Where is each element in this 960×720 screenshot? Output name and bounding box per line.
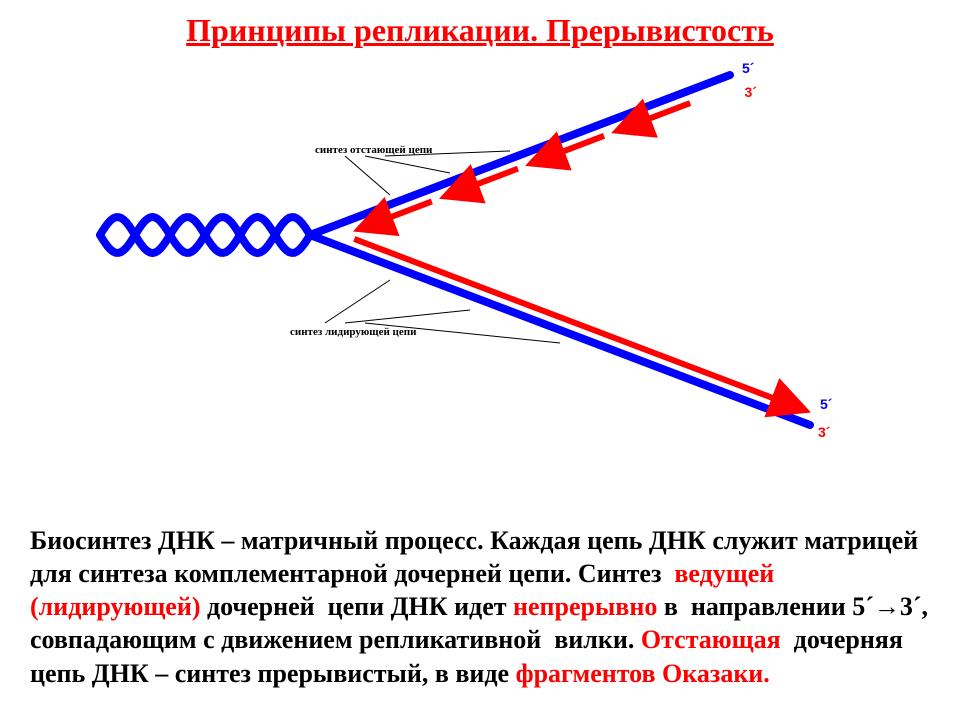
- body-paragraph: Биосинтез ДНК – матричный процесс. Кажда…: [30, 524, 930, 690]
- leading-strand: [354, 239, 799, 408]
- slide: Принципы репликации. Прерывистость 5´3´5…: [0, 0, 960, 720]
- end-label-3prime-bottom: 3´: [818, 424, 831, 440]
- page-title: Принципы репликации. Прерывистость: [0, 12, 960, 49]
- body-run-2: дочерней цепи ДНК идет: [200, 592, 513, 621]
- diagram-svg: 5´3´5´3´синтез отстающей цеписинтез лиди…: [90, 55, 870, 435]
- replication-fork-diagram: 5´3´5´3´синтез отстающей цеписинтез лиди…: [90, 55, 870, 435]
- end-label-5prime-bottom: 5´: [820, 396, 833, 412]
- end-label-5prime-top: 5´: [742, 60, 755, 76]
- pointer-line: [345, 310, 470, 323]
- end-label-3prime-top: 3´: [745, 84, 758, 100]
- body-run-3: непрерывно: [513, 592, 657, 621]
- pointer-line: [325, 280, 390, 323]
- pointer-line: [345, 156, 390, 195]
- diagram-content: 5´ 3´ 5´ 3´ синтез отстающей цепи синтез лиди…: [100, 60, 833, 440]
- label-leading: синтез лидирующей цепи: [290, 326, 417, 338]
- label-lagging: синтез отстающей цепи: [315, 144, 433, 156]
- body-run-7: фрагментов Оказаки.: [516, 659, 770, 688]
- body-run-5: Отстающая: [641, 625, 787, 654]
- helix-strand-b: [100, 217, 310, 253]
- body-run-0: Биосинтез ДНК – матричный процесс. Кажда…: [30, 526, 925, 588]
- pointer-line: [365, 156, 450, 173]
